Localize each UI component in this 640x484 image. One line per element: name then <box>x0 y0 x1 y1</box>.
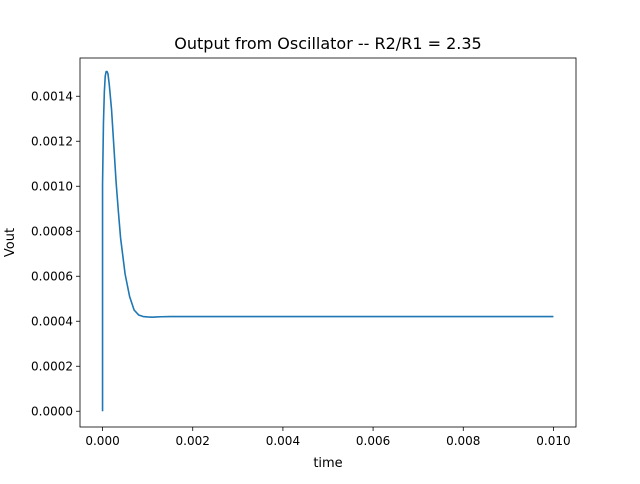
x-tick-label: 0.010 <box>536 434 570 448</box>
y-tick-label: 0.0010 <box>31 179 73 193</box>
x-axis-label: time <box>313 456 342 471</box>
y-tick-label: 0.0006 <box>31 269 73 283</box>
y-tick-label: 0.0014 <box>31 89 73 103</box>
vout-series-line <box>101 70 554 412</box>
x-tick-label: 0.000 <box>85 434 119 448</box>
plot-area <box>80 58 576 427</box>
y-axis-ticks: 0.0000 0.0002 0.0004 0.0006 0.0008 0.0010 0.00… <box>31 89 80 418</box>
y-tick-label: 0.0004 <box>31 314 73 328</box>
y-tick-label: 0.0002 <box>31 359 73 373</box>
x-tick-label: 0.006 <box>356 434 390 448</box>
chart-title: Output from Oscillator -- R2/R1 = 2.35 <box>174 34 481 53</box>
y-tick-label: 0.0008 <box>31 224 73 238</box>
x-tick-label: 0.004 <box>266 434 300 448</box>
series-layer <box>101 70 554 412</box>
y-tick-label: 0.0012 <box>31 134 73 148</box>
x-tick-label: 0.002 <box>176 434 210 448</box>
x-axis-ticks: 0.000 0.002 0.004 0.006 0.008 0.010 <box>85 427 571 448</box>
x-tick-label: 0.008 <box>446 434 480 448</box>
y-axis-label: Vout <box>3 228 18 257</box>
plot-frame <box>79 57 577 428</box>
y-tick-label: 0.0000 <box>31 404 73 418</box>
